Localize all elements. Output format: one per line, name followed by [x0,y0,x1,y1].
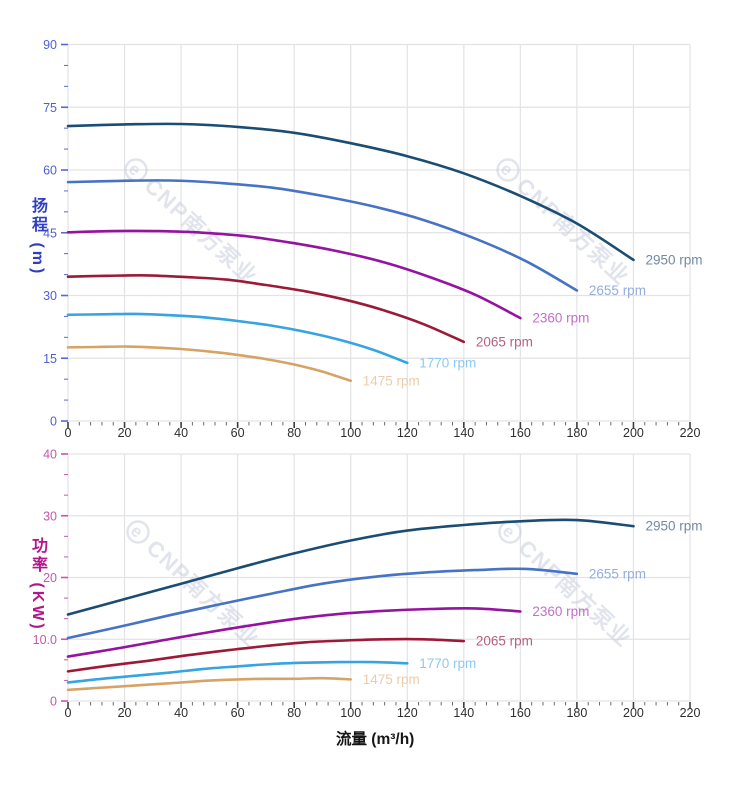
watermark-logo-icon [496,158,520,182]
curve-power-1475-rpm [66,676,352,692]
x-axis-tick-label: 60 [231,706,245,720]
y-axis-tick-label: 30 [43,509,57,523]
x-axis-tick-label: 140 [453,426,474,440]
curve-label-head-2065-rpm: 2065 rpm [476,334,533,349]
curve-label-power-2950-rpm: 2950 rpm [645,519,702,534]
x-axis-tick-label: 20 [118,706,132,720]
watermark-logo-icon [498,520,522,544]
curve-label-head-2360-rpm: 2360 rpm [532,311,589,326]
curve-head-1475-rpm [66,345,352,383]
watermark-logo-icon [126,520,150,544]
x-axis-tick-label: 40 [174,426,188,440]
curve-head-2655-rpm [66,179,579,292]
y-axis-tick-label: 90 [43,38,57,52]
x-axis-tick-label: 220 [680,426,701,440]
curve-label-head-1475-rpm: 1475 rpm [363,373,420,388]
curve-head-2360-rpm [66,229,522,320]
x-axis-tick-label: 120 [397,426,418,440]
x-axis-tick-label: 120 [397,706,418,720]
y-axis-tick-label: 10.0 [33,633,57,647]
head-chart-axes: 0 15 30 45 60 75 90 0 20 40 60 80 100 120 140 160 180 200… [43,38,700,440]
curve-label-power-2655-rpm: 2655 rpm [589,566,646,581]
y-axis-tick-label: 15 [43,352,57,366]
x-axis-tick-label: 160 [510,426,531,440]
x-axis-tick-label: 0 [65,706,72,720]
x-axis-tick-label: 100 [340,426,361,440]
x-axis-tick-label: 160 [510,706,531,720]
y-axis-tick-label: 40 [43,448,57,462]
y-axis-tick-label: 30 [43,289,57,303]
curve-label-power-2360-rpm: 2360 rpm [532,604,589,619]
y-axis-tick-label: 0 [50,415,57,429]
watermark-logo-icon [124,158,148,182]
curve-power-2065-rpm [66,637,466,673]
power-chart-axes: 0 10.0 20 30 40 0 20 40 60 80 100 120 140 160 180 200 22… [33,448,701,721]
curve-label-head-2655-rpm: 2655 rpm [589,283,646,298]
x-axis-tick-label: 60 [231,426,245,440]
x-axis-tick-label: 140 [453,706,474,720]
x-axis-tick-label: 200 [623,426,644,440]
x-axis-tick-label: 80 [287,426,301,440]
curve-label-head-2950-rpm: 2950 rpm [645,252,702,267]
y-axis-tick-label: 45 [43,226,57,240]
power-axis-title: 功率 (KW) [29,537,46,632]
y-axis-tick-label: 75 [43,101,57,115]
curve-head-2950-rpm [66,122,635,262]
flow-axis-title: 流量 (m³/h) [336,731,415,748]
x-axis-tick-label: 0 [65,426,72,440]
x-axis-tick-label: 100 [340,706,361,720]
x-axis-tick-label: 180 [566,426,587,440]
head-axis-title: 扬程 (m) [29,197,46,277]
x-axis-tick-label: 40 [174,706,188,720]
y-axis-tick-label: 60 [43,164,57,178]
x-axis-tick-label: 80 [287,706,301,720]
curve-power-1770-rpm [66,660,409,684]
curve-label-power-1475-rpm: 1475 rpm [363,672,420,687]
curve-power-2655-rpm [66,567,579,640]
curve-label-head-1770-rpm: 1770 rpm [419,355,476,370]
x-axis-tick-label: 180 [566,706,587,720]
curve-power-2360-rpm [66,606,522,658]
curve-head-1770-rpm [66,312,409,365]
x-axis-tick-label: 220 [680,706,701,720]
y-axis-tick-label: 20 [43,571,57,585]
watermark-brand-text: CNP南方泵业 [512,173,635,290]
curve-label-power-2065-rpm: 2065 rpm [476,634,533,649]
curve-head-2065-rpm [66,274,466,344]
y-axis-tick-label: 0 [50,695,57,709]
curve-label-power-1770-rpm: 1770 rpm [419,656,476,671]
curve-power-2950-rpm [66,518,635,616]
x-axis-tick-label: 200 [623,706,644,720]
x-axis-tick-label: 20 [118,426,132,440]
